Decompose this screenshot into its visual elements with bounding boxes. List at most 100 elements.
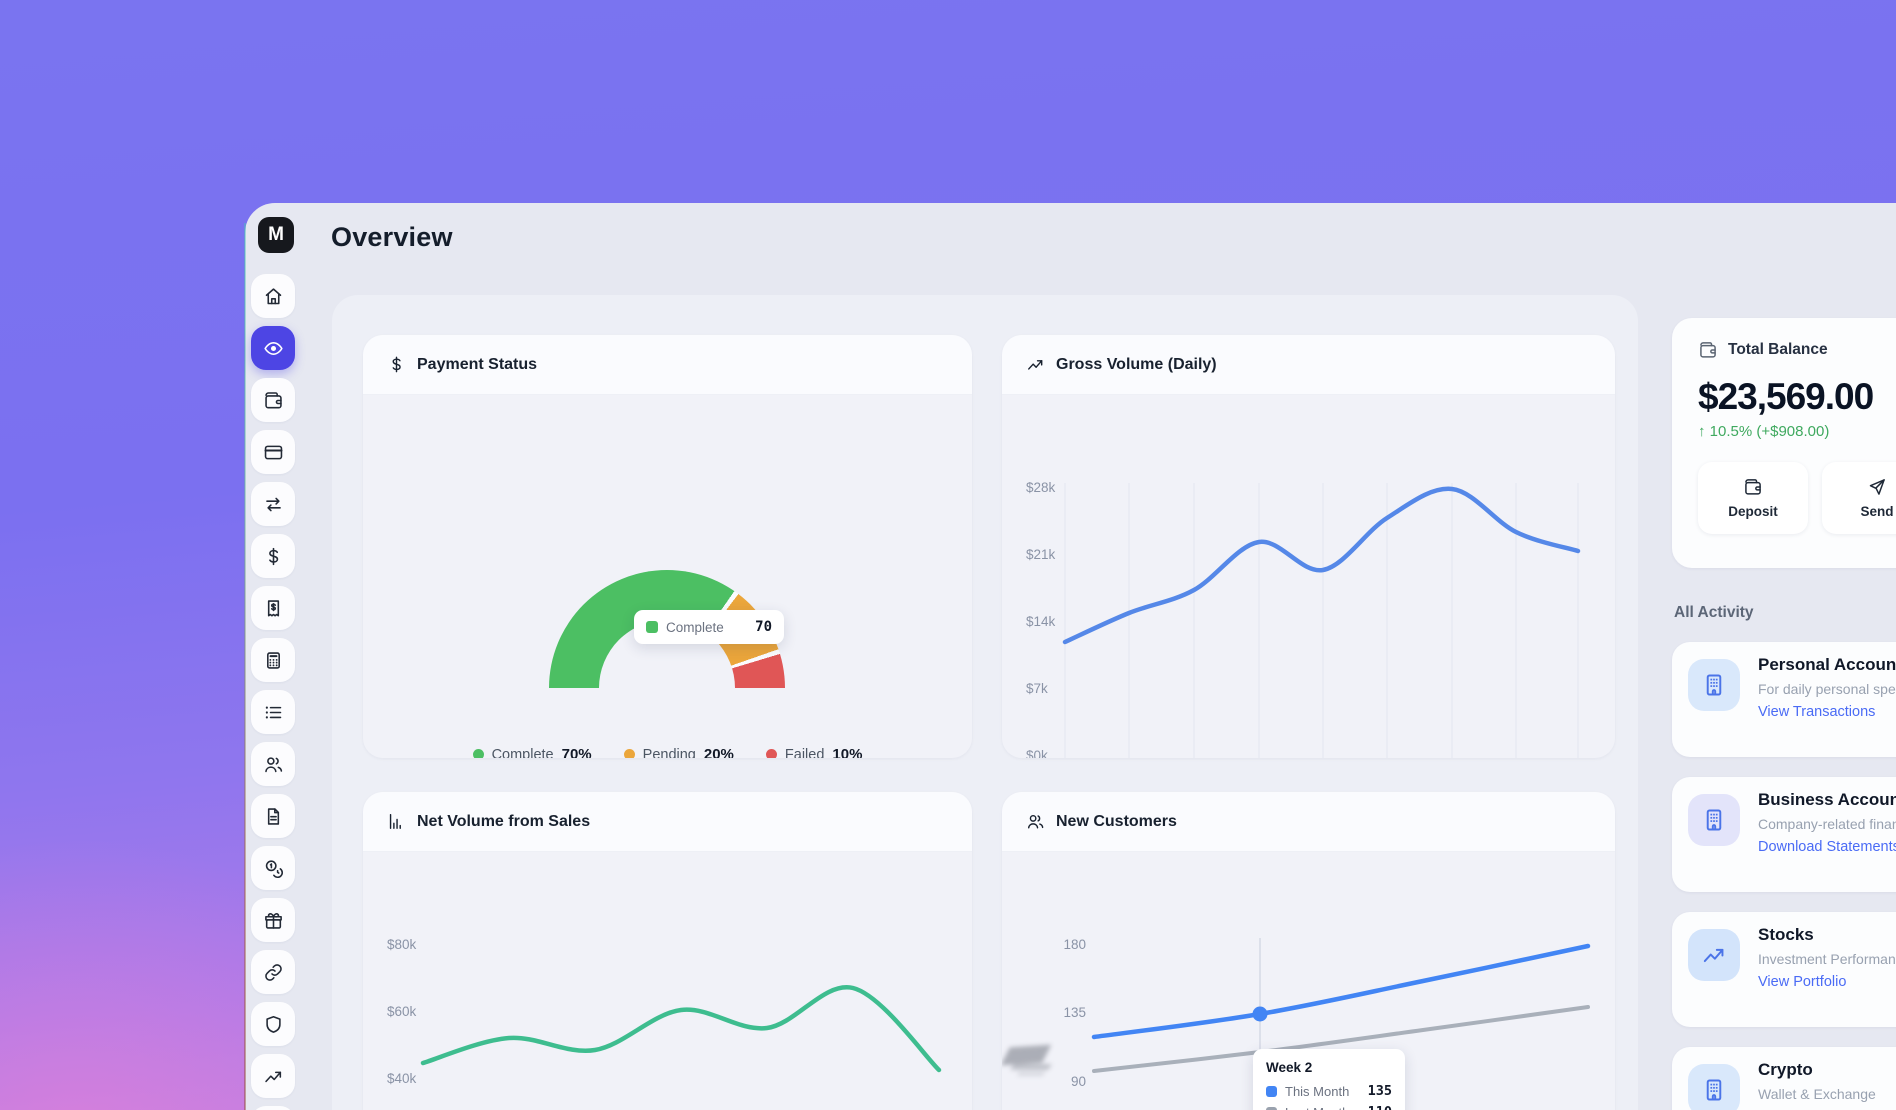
file-text-icon (263, 806, 284, 827)
gauge-tooltip: Complete 70 (634, 610, 784, 644)
building-icon (1688, 659, 1740, 711)
sidebar-item-calculator[interactable] (251, 638, 295, 682)
trend-up-icon (263, 1066, 284, 1087)
coins-icon (263, 858, 284, 879)
total-balance-row: Total Balance (1698, 340, 1896, 360)
legend-item: Pending 20% (623, 746, 734, 759)
tooltip-value: 135 (1367, 1083, 1392, 1099)
axis-label: $28k (1026, 480, 1056, 495)
tooltip-row: This Month 135 (1266, 1083, 1392, 1099)
tooltip-title: Week 2 (1266, 1060, 1313, 1075)
sidebar-item-trend-up[interactable] (251, 1054, 295, 1098)
sidebar-item-file-text[interactable] (251, 794, 295, 838)
home-icon (263, 286, 284, 307)
legend-label: Pending (642, 746, 696, 759)
sidebar-item-dollar[interactable] (251, 534, 295, 578)
activity-card-business-account[interactable]: Business Account Company-related finances… (1672, 777, 1896, 892)
sidebar-item-monitor[interactable] (251, 1106, 295, 1110)
net-volume-chart: $80k$60k$40k$20k (363, 852, 972, 1110)
gift-icon (263, 910, 284, 931)
net-volume-title: Net Volume from Sales (417, 812, 591, 830)
legend-value: 20% (703, 746, 734, 758)
activity-link[interactable]: View Transactions (1758, 704, 1876, 720)
activity-card-stocks[interactable]: Stocks Investment Performance View Portfol… (1672, 912, 1896, 1027)
trend-up-icon (1688, 929, 1740, 981)
deposit-button[interactable]: Deposit (1698, 462, 1808, 534)
shield-icon (263, 1014, 284, 1035)
axis-label: $40k (387, 1071, 417, 1086)
building-icon (1688, 1064, 1740, 1110)
blur-artifact (1002, 1042, 1054, 1082)
activity-subtitle: Wallet & Exchange (1758, 1086, 1876, 1102)
legend-label: Complete (491, 746, 554, 759)
axis-label: $0k (1026, 748, 1048, 758)
axis-label: $80k (387, 937, 417, 952)
activity-link[interactable]: View Portfolio (1758, 974, 1847, 990)
app-logo[interactable]: M (258, 217, 294, 253)
activity-card-personal-account[interactable]: Personal Account For daily personal spend… (1672, 642, 1896, 757)
activity-link[interactable]: Download Statements (1758, 839, 1896, 855)
sidebar-item-wallet[interactable] (251, 378, 295, 422)
dollar-icon (263, 546, 284, 567)
total-balance-change: ↑ 10.5% (+$908.00) (1698, 423, 1830, 440)
sidebar-item-eye[interactable] (251, 326, 295, 370)
sidebar-item-receipt[interactable] (251, 586, 295, 630)
sidebar-item-users[interactable] (251, 742, 295, 786)
axis-label: $60k (387, 1004, 417, 1019)
page-title: Overview (331, 222, 453, 252)
activity-subtitle: Company-related finances (1758, 816, 1896, 832)
gross-volume-chart: $28k$21k$14k$7k$0k10AM11AM12PM1PM2PM3PM4… (1002, 395, 1615, 758)
sidebar-item-link[interactable] (251, 950, 295, 994)
gross-volume-title: Gross Volume (Daily) (1056, 355, 1217, 373)
send-button[interactable]: Send (1822, 462, 1896, 534)
new-customers-header: New Customers (1002, 792, 1615, 852)
dollar-icon (387, 355, 406, 374)
activity-title: Stocks (1758, 925, 1814, 944)
axis-label: $7k (1026, 681, 1048, 696)
action-label: Send (1860, 504, 1894, 519)
gross-volume-card: Gross Volume (Daily) $28k$21k$14k$7k$0k1… (1002, 335, 1615, 758)
sidebar-item-shield[interactable] (251, 1002, 295, 1046)
activity-title: Personal Account (1758, 655, 1896, 674)
wallet-icon (1698, 340, 1718, 360)
bar-chart-icon (387, 812, 406, 831)
sidebar-item-list[interactable] (251, 690, 295, 734)
credit-card-icon (263, 442, 284, 463)
wallet-icon (1743, 477, 1763, 497)
tooltip-row: Last Month 110 (1266, 1104, 1392, 1110)
gross-volume-header: Gross Volume (Daily) (1002, 335, 1615, 395)
activity-title: Business Account (1758, 790, 1896, 809)
action-label: Deposit (1728, 504, 1778, 519)
tooltip-value: 110 (1368, 1104, 1392, 1110)
sidebar-item-coins[interactable] (251, 846, 295, 890)
eye-icon (263, 338, 284, 359)
tooltip-label: Last Month (1285, 1105, 1349, 1110)
list-icon (263, 702, 284, 723)
sidebar-item-credit-card[interactable] (251, 430, 295, 474)
link-icon (263, 962, 284, 983)
activity-title: Crypto (1758, 1060, 1813, 1079)
legend-value: 70% (561, 746, 592, 758)
building-icon (1688, 794, 1740, 846)
payment-status-header: Payment Status (363, 335, 972, 395)
sidebar-item-home[interactable] (251, 274, 295, 318)
tooltip-swatch (646, 621, 658, 633)
tooltip-label: Complete (666, 619, 724, 635)
receipt-icon (263, 598, 284, 619)
activity-subtitle: Investment Performance (1758, 951, 1896, 967)
send-icon (1867, 477, 1887, 497)
tooltip-label: This Month (1285, 1083, 1350, 1099)
new-customers-tooltip: Week 2 This Month 135 Last Month 110 (1253, 1049, 1405, 1110)
calculator-icon (263, 650, 284, 671)
legend-dot (623, 749, 635, 758)
sidebar-item-transfer-arrows[interactable] (251, 482, 295, 526)
sidebar-item-gift[interactable] (251, 898, 295, 942)
transfer-arrows-icon (263, 494, 284, 515)
legend-item: Complete 70% (472, 746, 592, 759)
activity-subtitle: For daily personal spending (1758, 681, 1896, 697)
axis-label: 180 (1063, 937, 1086, 952)
legend-item: Failed 10% (765, 746, 862, 758)
axis-label: $21k (1026, 547, 1056, 562)
